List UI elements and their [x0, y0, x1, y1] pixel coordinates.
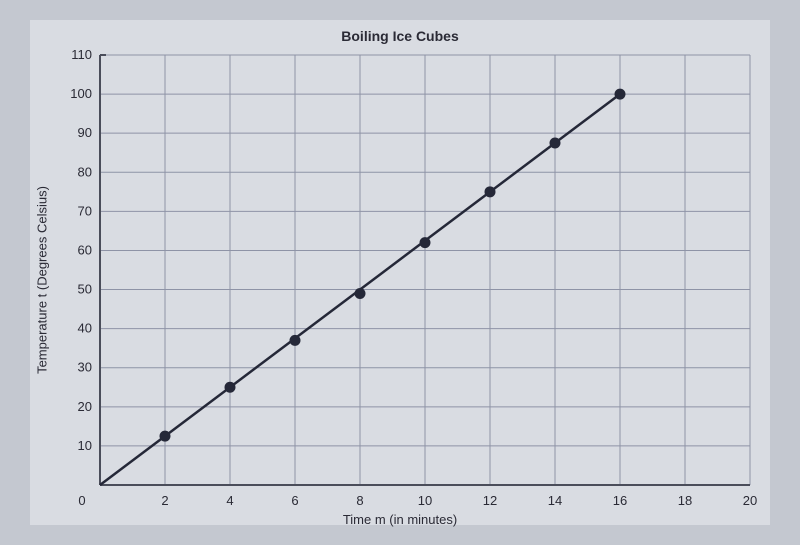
y-tick-label: 60 [78, 242, 92, 257]
data-point [225, 382, 236, 393]
data-point [355, 288, 366, 299]
x-tick-label: 16 [613, 493, 627, 508]
x-tick-label: 8 [356, 493, 363, 508]
y-tick-label: 80 [78, 164, 92, 179]
x-tick-label: 4 [226, 493, 233, 508]
y-tick-label: 100 [70, 86, 92, 101]
data-point [290, 335, 301, 346]
y-tick-label: 30 [78, 360, 92, 375]
x-tick-label: 10 [418, 493, 432, 508]
x-tick-label: 0 [78, 493, 85, 508]
y-axis-label: Temperature t (Degrees Celsius) [35, 186, 50, 374]
y-tick-label: 20 [78, 399, 92, 414]
data-point [615, 89, 626, 100]
y-tick-label: 50 [78, 282, 92, 297]
y-tick-label: 10 [78, 438, 92, 453]
x-tick-label: 2 [161, 493, 168, 508]
plot-area: 0246810121416182010203040506070809010011… [100, 55, 750, 485]
data-point [485, 186, 496, 197]
data-point [420, 237, 431, 248]
data-point [550, 137, 561, 148]
chart-title: Boiling Ice Cubes [341, 28, 458, 44]
x-axis-label: Time m (in minutes) [343, 512, 457, 527]
x-tick-label: 14 [548, 493, 562, 508]
y-tick-label: 110 [71, 47, 92, 62]
data-point [160, 431, 171, 442]
x-tick-label: 20 [743, 493, 757, 508]
y-tick-label: 90 [78, 125, 92, 140]
x-tick-label: 6 [291, 493, 298, 508]
y-tick-label: 70 [78, 203, 92, 218]
x-tick-label: 12 [483, 493, 497, 508]
y-tick-label: 40 [78, 321, 92, 336]
x-tick-label: 18 [678, 493, 692, 508]
